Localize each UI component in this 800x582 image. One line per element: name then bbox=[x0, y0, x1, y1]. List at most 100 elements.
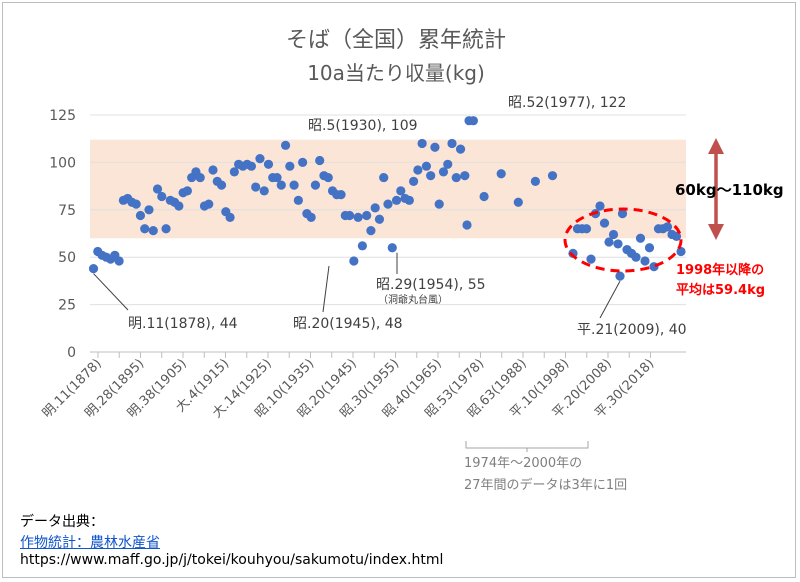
y-tick-label: 25 bbox=[58, 298, 76, 314]
data-point bbox=[259, 186, 269, 196]
data-point bbox=[640, 256, 650, 266]
data-point bbox=[131, 199, 141, 209]
data-point bbox=[581, 224, 592, 234]
data-point bbox=[396, 186, 406, 196]
annotation-1878: 明.11(1878), 44 bbox=[128, 316, 238, 332]
data-point bbox=[285, 161, 295, 171]
data-point bbox=[568, 248, 578, 259]
data-point bbox=[613, 239, 623, 249]
data-point bbox=[460, 171, 470, 181]
data-point bbox=[608, 229, 619, 240]
data-point bbox=[671, 231, 682, 241]
data-point bbox=[404, 195, 414, 205]
y-tick-label: 100 bbox=[49, 155, 76, 171]
y-tick-label: 0 bbox=[67, 345, 76, 361]
data-point bbox=[298, 157, 308, 167]
source-link[interactable]: 作物統計：農林水産省 bbox=[20, 535, 160, 551]
recent-period-ellipse bbox=[563, 207, 683, 273]
data-point bbox=[426, 171, 436, 181]
data-point bbox=[462, 220, 472, 230]
data-point bbox=[195, 172, 205, 183]
data-point bbox=[599, 218, 610, 228]
data-point bbox=[447, 138, 457, 149]
data-point bbox=[409, 176, 419, 186]
range-band bbox=[90, 139, 686, 239]
y-tick-label: 125 bbox=[49, 108, 76, 124]
annotation-1977: 昭.52(1977), 122 bbox=[508, 95, 626, 111]
data-point bbox=[225, 212, 235, 222]
average-note-line2: 平均は59.4kg bbox=[676, 282, 765, 298]
data-point bbox=[157, 191, 167, 202]
y-tick-label: 75 bbox=[58, 203, 76, 219]
range-arrow-head-up bbox=[708, 138, 724, 154]
annotation-leader bbox=[93, 273, 129, 311]
data-point bbox=[263, 159, 274, 169]
data-point bbox=[174, 201, 184, 211]
data-point bbox=[383, 199, 393, 209]
data-point bbox=[413, 165, 423, 175]
data-point bbox=[547, 171, 558, 181]
data-point bbox=[152, 184, 163, 194]
data-point bbox=[349, 256, 359, 266]
data-point bbox=[374, 214, 385, 224]
source-url[interactable]: https://www.maff.go.jp/j/tokei/kouhyou/s… bbox=[20, 552, 444, 568]
data-point bbox=[182, 186, 192, 196]
data-point bbox=[204, 199, 214, 209]
data-point bbox=[216, 180, 227, 190]
annotation-1930: 昭.5(1930), 109 bbox=[308, 118, 418, 134]
data-point bbox=[208, 165, 218, 175]
data-point bbox=[357, 241, 367, 251]
data-point bbox=[586, 254, 596, 264]
data-point bbox=[631, 252, 641, 262]
gap-note-line2: 27年間のデータは3年に1回 bbox=[464, 477, 627, 493]
data-point bbox=[310, 180, 321, 190]
y-tick-label: 50 bbox=[58, 250, 76, 266]
annotation-1954-note: （洞爺丸台風） bbox=[378, 293, 448, 306]
source-title: データ出典： bbox=[20, 514, 104, 530]
average-note-line1: 1998年以降の bbox=[676, 262, 764, 278]
data-point bbox=[272, 172, 282, 183]
annotation-leader bbox=[322, 265, 330, 313]
data-point bbox=[496, 169, 506, 179]
data-point bbox=[595, 201, 605, 211]
data-point bbox=[246, 161, 257, 171]
data-point bbox=[366, 226, 376, 236]
data-point bbox=[391, 195, 402, 205]
data-point bbox=[148, 226, 158, 236]
data-point bbox=[276, 180, 286, 190]
data-point bbox=[434, 199, 444, 209]
gap-note-line1: 1974年～2000年の bbox=[464, 456, 582, 471]
data-point bbox=[617, 208, 628, 219]
data-point bbox=[344, 210, 355, 221]
data-point bbox=[370, 203, 380, 213]
data-point bbox=[421, 161, 432, 171]
data-point bbox=[513, 197, 523, 207]
data-point bbox=[417, 138, 427, 149]
data-point bbox=[443, 159, 453, 169]
chart-subtitle: 10a当たり収量(kg) bbox=[307, 61, 485, 85]
data-point bbox=[430, 142, 440, 152]
chart-title: そば（全国）累年統計 bbox=[286, 28, 506, 53]
data-point bbox=[451, 172, 461, 183]
data-point bbox=[251, 182, 261, 192]
annotation-1954: 昭.29(1954), 55 bbox=[376, 277, 486, 293]
data-point bbox=[88, 263, 99, 274]
data-point bbox=[293, 195, 303, 205]
data-point bbox=[289, 180, 299, 190]
data-point bbox=[353, 212, 363, 222]
data-point bbox=[379, 172, 389, 183]
data-point bbox=[676, 246, 686, 257]
annotation-1945: 昭.20(1945), 48 bbox=[293, 316, 403, 332]
annotation-leader bbox=[599, 280, 621, 319]
annotation-2009: 平.21(2009), 40 bbox=[577, 322, 687, 338]
data-point bbox=[255, 154, 265, 164]
data-point bbox=[479, 191, 489, 202]
data-point bbox=[336, 190, 346, 200]
data-point bbox=[644, 243, 655, 253]
data-point bbox=[306, 212, 316, 222]
data-point bbox=[323, 172, 333, 183]
range-arrow-head-down bbox=[708, 224, 724, 240]
data-point bbox=[144, 205, 154, 215]
